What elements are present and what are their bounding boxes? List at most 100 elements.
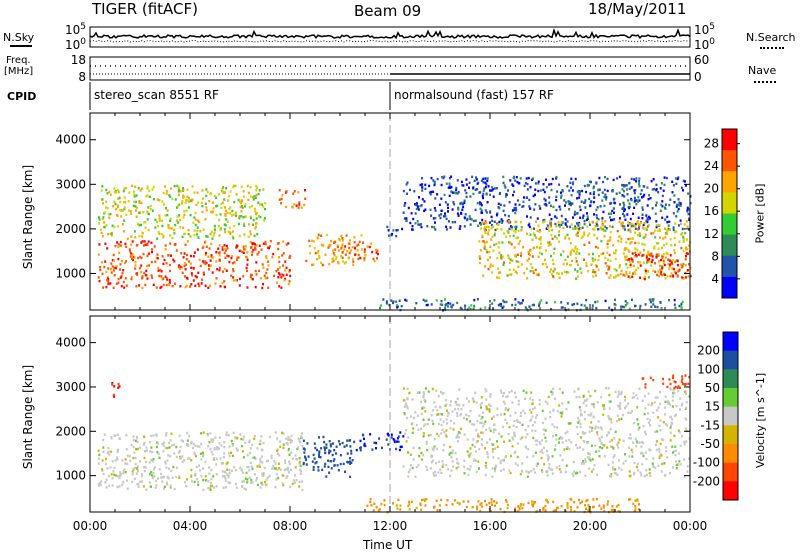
- cell: [550, 222, 553, 225]
- cell: [490, 498, 493, 501]
- cell: [345, 444, 348, 447]
- cell: [409, 221, 412, 225]
- cell: [640, 451, 643, 455]
- cell: [457, 214, 460, 217]
- cell: [463, 465, 466, 468]
- cell: [671, 445, 674, 448]
- cell: [677, 198, 680, 201]
- cell: [189, 213, 192, 217]
- cell: [536, 217, 539, 220]
- cell: [669, 403, 672, 406]
- cell: [134, 456, 137, 460]
- cell: [453, 408, 456, 411]
- cell: [560, 214, 563, 218]
- cell: [514, 203, 517, 206]
- cell: [606, 177, 609, 181]
- cell: [246, 466, 249, 469]
- cell: [472, 400, 475, 403]
- cell: [558, 233, 560, 237]
- cell: [508, 227, 511, 231]
- cell: [588, 467, 591, 470]
- cell: [579, 501, 582, 505]
- cell: [613, 251, 615, 255]
- cell: [479, 307, 482, 311]
- cell: [625, 184, 628, 187]
- cell: [162, 262, 165, 266]
- cell: [675, 467, 678, 470]
- cell: [482, 431, 485, 434]
- cell: [502, 299, 505, 302]
- cell: [228, 445, 231, 448]
- cell: [464, 213, 467, 216]
- cell: [112, 470, 115, 473]
- cell: [485, 222, 487, 225]
- cell: [284, 459, 286, 462]
- cell: [630, 186, 633, 189]
- cell: [359, 439, 362, 443]
- cell: [103, 211, 106, 214]
- cell: [189, 199, 192, 202]
- cell: [165, 434, 168, 437]
- cell: [351, 246, 354, 249]
- cell: [597, 268, 600, 271]
- cell: [97, 253, 100, 256]
- cell: [421, 407, 424, 410]
- cell: [585, 298, 588, 302]
- cell: [574, 247, 577, 250]
- cell: [666, 424, 669, 427]
- cell: [221, 187, 224, 190]
- cell: [595, 222, 598, 225]
- velocity-colorbar-segment: [723, 481, 738, 501]
- cell: [568, 208, 571, 211]
- cell: [406, 398, 409, 401]
- cell: [167, 254, 170, 257]
- cell: [472, 438, 475, 441]
- cell: [289, 274, 292, 278]
- cell: [683, 383, 686, 386]
- cell: [136, 447, 139, 451]
- cell: [425, 303, 428, 307]
- cell: [303, 448, 306, 451]
- cell: [337, 440, 340, 443]
- cell: [186, 199, 189, 202]
- cell: [659, 272, 662, 276]
- cell: [651, 188, 654, 191]
- cell: [121, 260, 123, 263]
- cell: [215, 463, 218, 466]
- cell: [479, 421, 482, 425]
- cell: [321, 468, 324, 472]
- cell: [455, 401, 457, 404]
- cell: [470, 218, 473, 221]
- cell: [501, 306, 504, 309]
- cell: [143, 465, 146, 469]
- cell: [218, 436, 221, 439]
- cell: [199, 230, 202, 233]
- cell: [106, 451, 109, 455]
- cell: [241, 480, 244, 483]
- cell: [652, 411, 655, 414]
- cell: [553, 425, 556, 429]
- cell: [253, 242, 255, 245]
- cell: [502, 209, 505, 213]
- cell: [523, 184, 526, 188]
- cell: [228, 231, 231, 234]
- cell: [178, 214, 181, 217]
- cell: [213, 486, 216, 489]
- cell: [668, 265, 671, 268]
- cell: [331, 453, 334, 457]
- cell: [459, 306, 462, 310]
- cell: [286, 468, 289, 472]
- cell: [471, 422, 474, 426]
- cell: [647, 218, 650, 221]
- cell: [175, 249, 178, 252]
- cell: [181, 460, 184, 463]
- cell: [633, 255, 636, 258]
- cell: [527, 176, 530, 180]
- cell: [507, 214, 510, 218]
- cell: [239, 277, 241, 281]
- cell: [543, 197, 546, 201]
- cell: [656, 430, 659, 433]
- cell: [495, 214, 498, 217]
- cell: [164, 214, 167, 217]
- cell: [153, 245, 156, 248]
